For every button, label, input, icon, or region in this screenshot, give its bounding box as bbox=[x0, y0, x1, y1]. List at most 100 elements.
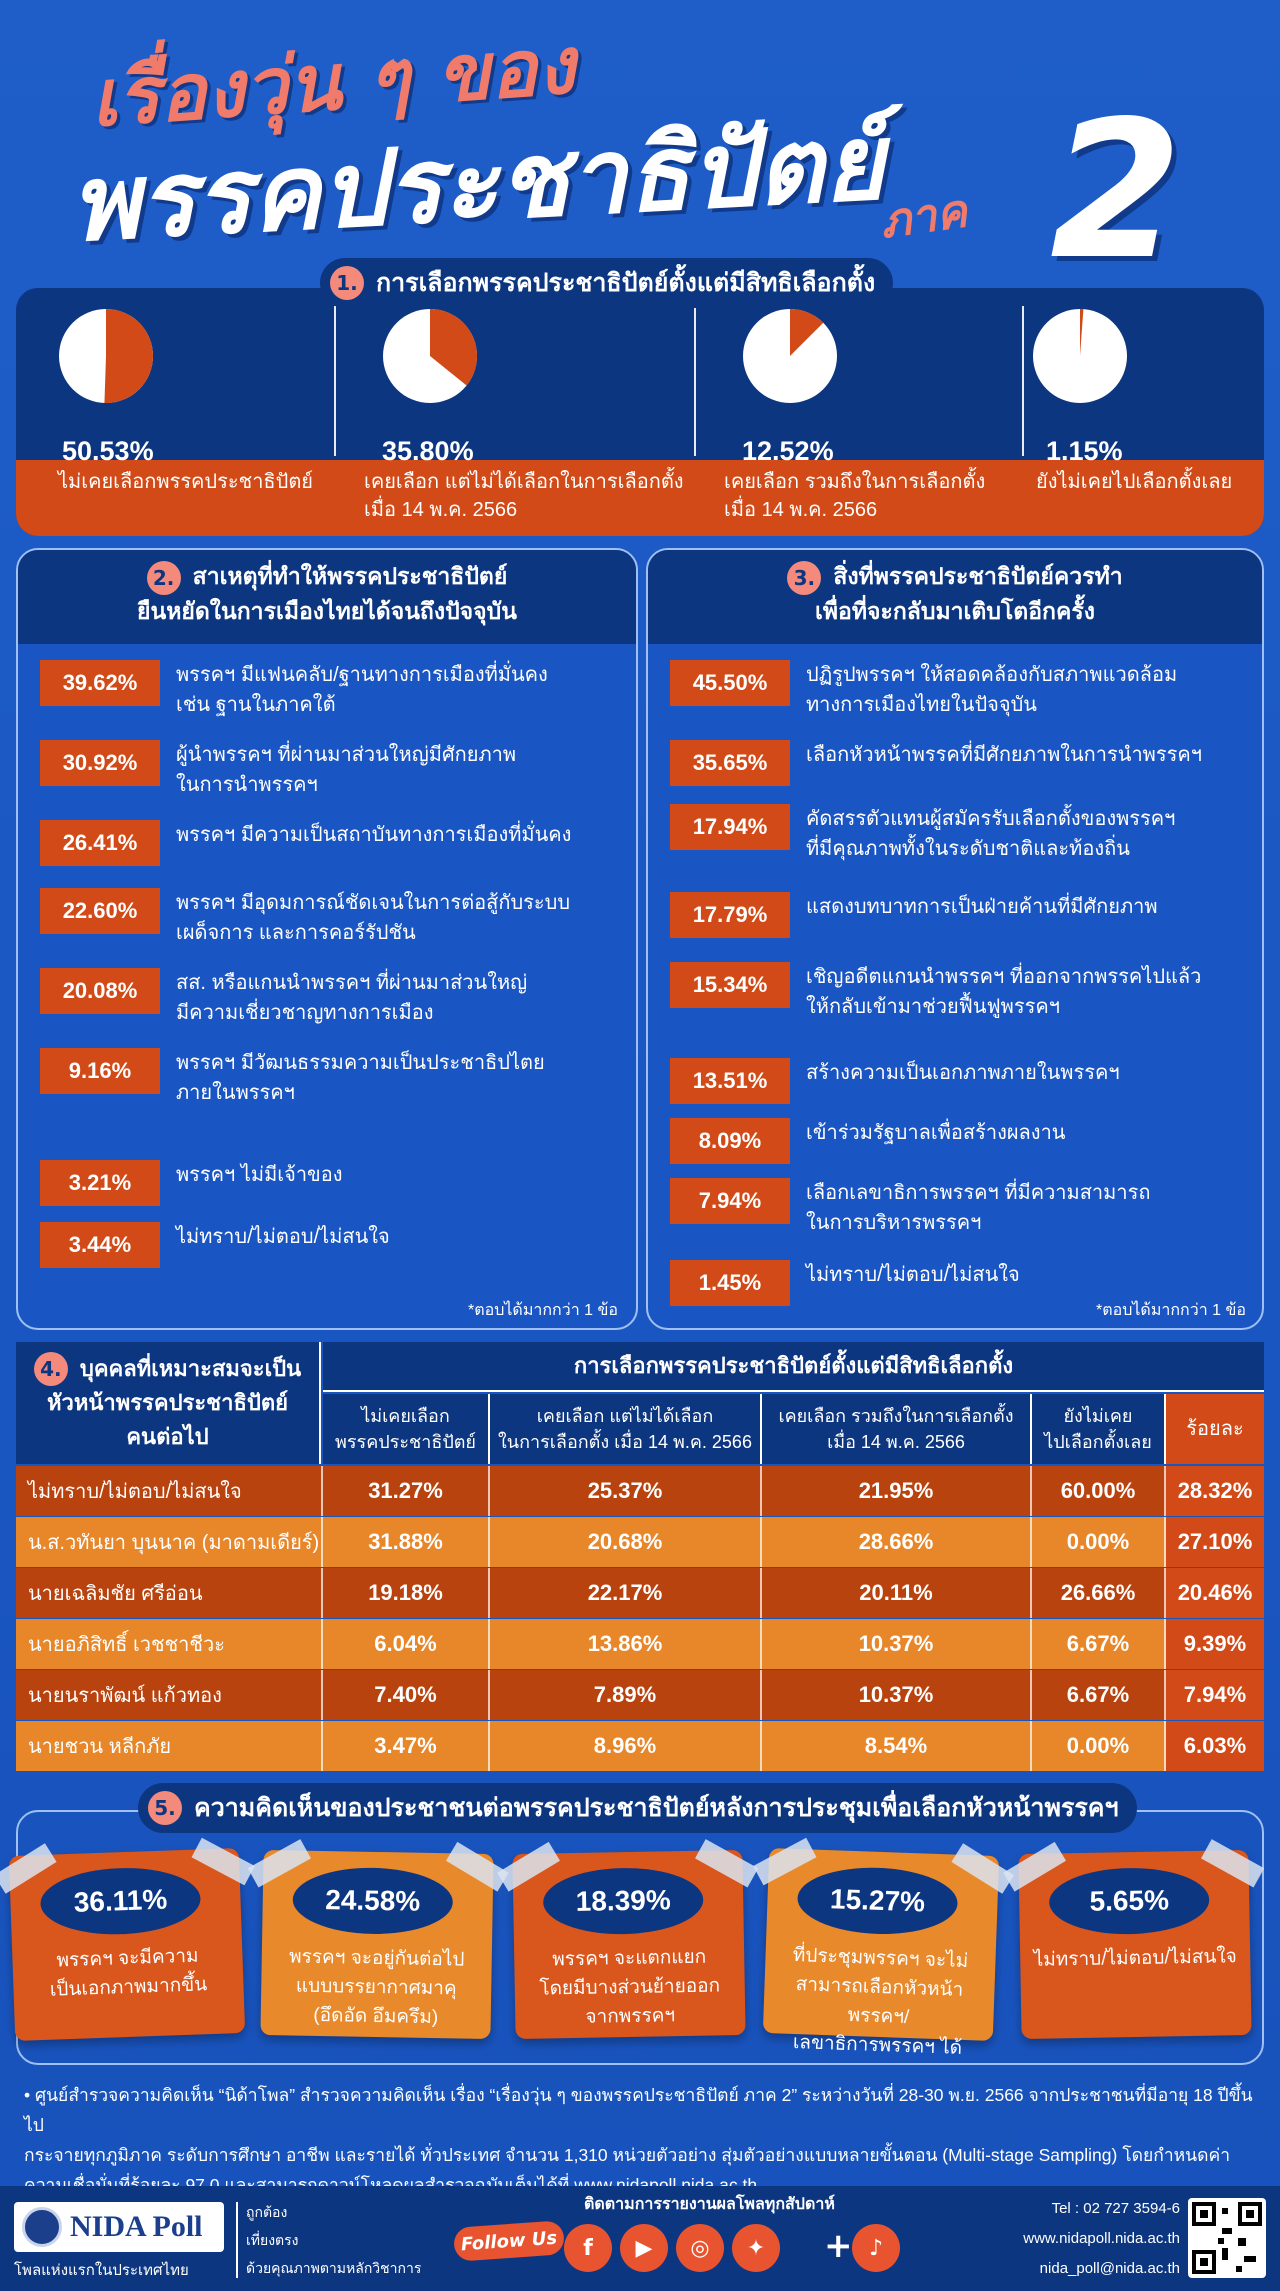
table-row: ไม่ทราบ/ไม่ตอบ/ไม่สนใจ 31.27% 25.37% 21.95%… bbox=[16, 1466, 1264, 1516]
pct-badge: 20.08% bbox=[40, 968, 160, 1014]
note-text: ไม่ทราบ/ไม่ตอบ/ไม่สนใจ bbox=[1033, 1946, 1237, 1971]
table-cell-value: 8.96% bbox=[490, 1721, 762, 1771]
section3-header: 3. สิ่งที่พรรคประชาธิปัตย์ควรทำ เพื่อที่จ… bbox=[648, 550, 1262, 644]
pie-pct-2: 35.80% bbox=[382, 436, 474, 466]
pct-badge: 35.65% bbox=[670, 740, 790, 786]
note-pct: 36.11% bbox=[39, 1865, 202, 1937]
pie-slice-1 bbox=[104, 309, 153, 403]
youtube-icon[interactable]: ▶ bbox=[620, 2224, 668, 2272]
list-item: 3.21% พรรคฯ ไม่มีเจ้าของ bbox=[40, 1160, 343, 1206]
tiktok-icon[interactable]: ♪ bbox=[852, 2224, 900, 2272]
title-block: เรื่องวุ่น ๆ ของ พรรคประชาธิปัตย์ ภาค 2 bbox=[60, 20, 1220, 301]
section1-item: 12.52% bbox=[696, 306, 1026, 516]
item-text: พรรคฯ มีอุดมการณ์ชัดเจนในการต่อสู้กับระบ… bbox=[176, 892, 571, 944]
pct-badge: 39.62% bbox=[40, 660, 160, 706]
section2-title-l2: ยืนหยัดในการเมืองไทยได้จนถึงปัจจุบัน bbox=[137, 598, 517, 625]
facebook-icon[interactable]: f bbox=[564, 2224, 612, 2272]
table-cell-total: 28.32% bbox=[1166, 1466, 1264, 1516]
pie-slice-2 bbox=[430, 309, 477, 386]
footer-divider bbox=[236, 2202, 238, 2278]
pie-chart-1 bbox=[59, 309, 153, 403]
section1-item: 50.53% bbox=[16, 306, 326, 516]
title-part-number: 2 bbox=[1050, 80, 1183, 301]
footer-value-2: เที่ยงตรง bbox=[246, 2232, 299, 2248]
pie-slice-4 bbox=[1080, 309, 1084, 356]
section4-title-l2: หัวหน้าพรรคประชาธิปัตย์ bbox=[46, 1391, 289, 1416]
list-item: 45.50% ปฏิรูปพรรคฯ ให้สอดคล้องกับสภาพแวด… bbox=[670, 660, 1177, 720]
table-col-header: เคยเลือก แต่ไม่ได้เลือก ในการเลือกตั้ง เม… bbox=[490, 1394, 762, 1464]
footer-value-1: ถูกต้อง bbox=[246, 2204, 288, 2220]
pie-label-1: ไม่เคยเลือกพรรคประชาธิปัตย์ bbox=[58, 471, 314, 493]
nida-emblem-icon bbox=[22, 2207, 62, 2247]
table-cell-value: 0.00% bbox=[1032, 1721, 1166, 1771]
list-item: 22.60% พรรคฯ มีอุดมการณ์ชัดเจนในการต่อสู… bbox=[40, 888, 570, 948]
section2-title-l1: สาเหตุที่ทำให้พรรคประชาธิปัตย์ bbox=[192, 564, 508, 590]
contact-web[interactable]: www.nidapoll.nida.ac.th bbox=[1023, 2230, 1180, 2247]
table-cell-value: 8.54% bbox=[762, 1721, 1032, 1771]
table-cell-name: นายนราพัฒน์ แก้วทอง bbox=[16, 1670, 323, 1720]
list-item: 39.62% พรรคฯ มีแฟนคลับ/ฐานทางการเมืองที่… bbox=[40, 660, 548, 720]
section5-title: ความคิดเห็นของประชาชนต่อพรรคประชาธิปัตย์… bbox=[194, 1793, 1119, 1822]
table-row: น.ส.วทันยา บุนนาค (มาดามเดียร์) 31.88% 20.… bbox=[16, 1517, 1264, 1567]
item-text: ผู้นำพรรคฯ ที่ผ่านมาส่วนใหญ่มีศักยภาพ ใน… bbox=[176, 744, 517, 796]
item-text: ปฏิรูปพรรคฯ ให้สอดคล้องกับสภาพแวดล้อม ทา… bbox=[806, 664, 1178, 716]
note-pct: 18.39% bbox=[542, 1866, 704, 1936]
nida-poll-logo[interactable]: NIDA Poll bbox=[14, 2202, 224, 2252]
table-cell-value: 13.86% bbox=[490, 1619, 762, 1669]
table-cell-total: 9.39% bbox=[1166, 1619, 1264, 1669]
logo-text: NIDA Poll bbox=[70, 2210, 203, 2243]
pie-pct-4: 1.15% bbox=[1046, 436, 1123, 466]
table-col-header: ยังไม่เคย ไปเลือกตั้งเลย bbox=[1032, 1394, 1166, 1464]
section1-divider bbox=[694, 306, 696, 456]
table-col-header: ไม่เคยเลือก พรรคประชาธิปัตย์ bbox=[323, 1394, 490, 1464]
item-text: สร้างความเป็นเอกภาพภายในพรรคฯ bbox=[806, 1062, 1120, 1084]
list-item: 7.94% เลือกเลขาธิการพรรคฯ ที่มีความสามาร… bbox=[670, 1178, 1150, 1238]
table-cell-value: 6.67% bbox=[1032, 1619, 1166, 1669]
section-number: 1. bbox=[330, 266, 364, 300]
section4-title-l1: บุคคลที่เหมาะสมจะเป็น bbox=[79, 1357, 302, 1382]
section-number: 4. bbox=[33, 1352, 68, 1386]
list-item: 35.65% เลือกหัวหน้าพรรคที่มีศักยภาพในการ… bbox=[670, 740, 1202, 786]
instagram-icon[interactable]: ◎ bbox=[676, 2224, 724, 2272]
contact-email[interactable]: nida_poll@nida.ac.th bbox=[1039, 2260, 1180, 2277]
twitter-icon[interactable]: ✦ bbox=[732, 2224, 780, 2272]
table-row: นายอภิสิทธิ์ เวชชาชีวะ 6.04% 13.86% 10.37% 6… bbox=[16, 1619, 1264, 1669]
section1-divider bbox=[1022, 306, 1024, 456]
pct-badge: 45.50% bbox=[670, 660, 790, 706]
table-cell-value: 7.40% bbox=[323, 1670, 490, 1720]
pct-badge: 9.16% bbox=[40, 1048, 160, 1094]
plus-icon: + bbox=[824, 2226, 853, 2266]
item-text: ไม่ทราบ/ไม่ตอบ/ไม่สนใจ bbox=[176, 1226, 390, 1248]
follow-us-label: Follow Us bbox=[452, 2220, 566, 2262]
note-pct: 5.65% bbox=[1048, 1866, 1210, 1936]
section1-title: การเลือกพรรคประชาธิปัตย์ตั้งแต่มีสิทธิเล… bbox=[376, 268, 876, 297]
table-col-header: เคยเลือก รวมถึงในการเลือกตั้ง เมื่อ 14 พ.… bbox=[762, 1394, 1032, 1464]
table-cell-value: 6.67% bbox=[1032, 1670, 1166, 1720]
list-item: 26.41% พรรคฯ มีความเป็นสถาบันทางการเมือง… bbox=[40, 820, 571, 866]
table-cell-name: นายชวน หลีกภัย bbox=[16, 1721, 323, 1771]
section3-footnote: *ตอบได้มากกว่า 1 ข้อ bbox=[1096, 1302, 1247, 1319]
item-text: สส. หรือแกนนำพรรคฯ ที่ผ่านมาส่วนใหญ่ มีค… bbox=[176, 972, 528, 1024]
note-pct: 24.58% bbox=[292, 1866, 454, 1936]
pie-slice-3 bbox=[790, 309, 824, 356]
item-text: เข้าร่วมรัฐบาลเพื่อสร้างผลงาน bbox=[806, 1122, 1066, 1144]
pie-pct-1: 50.53% bbox=[62, 436, 154, 466]
table-cell-value: 26.66% bbox=[1032, 1568, 1166, 1618]
pie-label-3: เคยเลือก รวมถึงในการเลือกตั้ง เมื่อ 14 พ.… bbox=[724, 471, 986, 521]
footer: NIDA Poll โพลแห่งแรกในประเทศไทย ถูกต้อง … bbox=[0, 2186, 1280, 2291]
table-cell-name: ไม่ทราบ/ไม่ตอบ/ไม่สนใจ bbox=[16, 1466, 323, 1516]
section-number: 5. bbox=[148, 1791, 182, 1825]
item-text: ไม่ทราบ/ไม่ตอบ/ไม่สนใจ bbox=[806, 1264, 1020, 1286]
table-cell-value: 60.00% bbox=[1032, 1466, 1166, 1516]
pct-badge: 8.09% bbox=[670, 1118, 790, 1164]
footer-value-3: ด้วยคุณภาพตามหลักวิชาการ bbox=[246, 2260, 422, 2276]
item-text: พรรคฯ มีวัฒนธรรมความเป็นประชาธิปไตย ภายใ… bbox=[176, 1052, 545, 1104]
pie-chart-4 bbox=[1033, 309, 1127, 403]
section4-title-cell: 4. บุคคลที่เหมาะสมจะเป็น หัวหน้าพรรคประชา… bbox=[16, 1342, 321, 1464]
item-text: พรรคฯ ไม่มีเจ้าของ bbox=[176, 1164, 343, 1186]
pct-badge: 17.79% bbox=[670, 892, 790, 938]
item-text: พรรคฯ มีความเป็นสถาบันทางการเมืองที่มั่น… bbox=[176, 824, 572, 846]
qr-code-icon[interactable] bbox=[1188, 2198, 1266, 2278]
section2-panel: 2. สาเหตุที่ทำให้พรรคประชาธิปัตย์ ยืนหยัด… bbox=[16, 548, 638, 1330]
table-cell-value: 19.18% bbox=[323, 1568, 490, 1618]
